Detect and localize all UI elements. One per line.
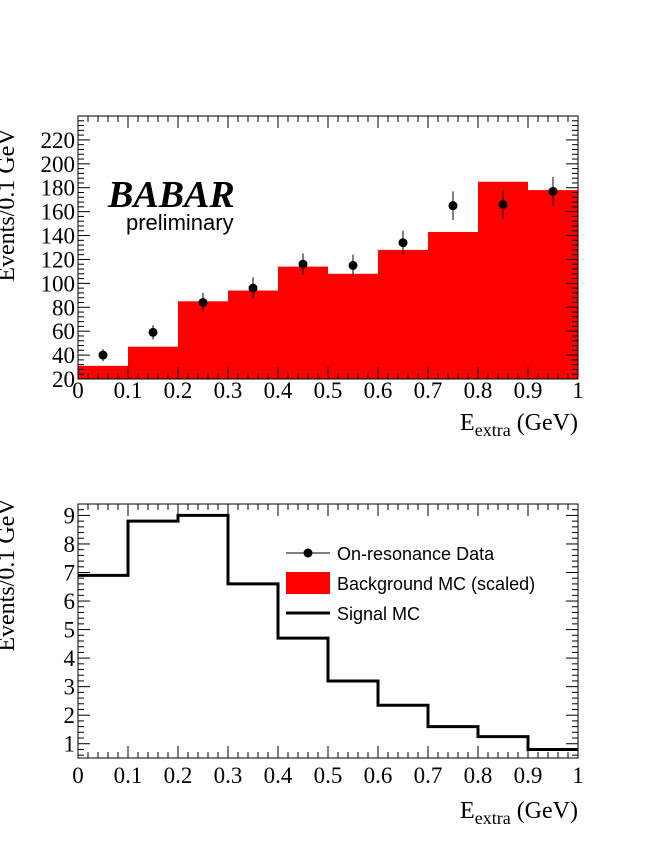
x-tick-label: 0.7 — [414, 763, 443, 788]
data-point — [498, 190, 508, 219]
y-tick-label: 2 — [64, 703, 76, 728]
y-tick-label: 120 — [41, 247, 76, 272]
background-mc-bar — [378, 249, 428, 379]
x-tick-label: 0 — [72, 763, 84, 788]
x-tick-label: 0.6 — [364, 763, 393, 788]
y-tick-label: 180 — [41, 176, 76, 201]
data-point — [348, 254, 358, 277]
legend-label: Background MC (scaled) — [337, 574, 535, 594]
bottom-y-axis-title: Events/0.1 GeV — [0, 498, 20, 652]
top-y-axis-title: Events/0.1 GeV — [0, 128, 20, 282]
background-mc-bar — [78, 365, 128, 379]
data-point — [298, 253, 308, 275]
x-tick-label: 0.6 — [364, 378, 393, 403]
x-tick-label: 0.5 — [314, 763, 343, 788]
y-tick-label: 5 — [64, 618, 76, 643]
x-tick-label: 0.9 — [514, 378, 543, 403]
background-mc-bar — [278, 266, 328, 379]
x-tick-label: 0.3 — [214, 763, 243, 788]
signal-mc-line — [78, 513, 578, 751]
y-tick-label: 8 — [64, 532, 76, 557]
y-tick-label: 140 — [41, 224, 76, 249]
x-tick-label: 0.2 — [164, 378, 193, 403]
background-mc-bar — [428, 231, 478, 379]
x-tick-label: 0.4 — [264, 763, 293, 788]
data-point — [548, 176, 558, 206]
x-tick-label: 0.3 — [214, 378, 243, 403]
legend-entry: Signal MC — [286, 604, 420, 624]
y-tick-label: 100 — [41, 271, 76, 296]
bottom-panel: 0 0.1 0.2 0.3 0.4 0.5 0.6 0.7 0.8 0.9 1 1 2 3 4 5 6 7 8 9 E… — [0, 498, 584, 828]
top-panel: 0 0.1 0.2 0.3 0.4 0.5 0.6 0.7 0.8 0.9 120406080100… — [0, 115, 584, 440]
y-tick-label: 20 — [52, 367, 75, 392]
background-mc-bar — [128, 346, 178, 379]
background-mc-bar — [228, 290, 278, 379]
y-tick-label: 7 — [64, 560, 76, 585]
y-tick-label: 4 — [64, 646, 76, 671]
data-point — [398, 230, 408, 255]
x-tick-label: 0.8 — [464, 763, 493, 788]
x-tick-label: 0.8 — [464, 378, 493, 403]
background-mc-bar — [528, 190, 578, 379]
x-tick-label: 0.5 — [314, 378, 343, 403]
babar-logo: BABAR — [107, 174, 235, 216]
preliminary-label: preliminary — [126, 210, 234, 235]
background-mc-bar — [328, 273, 378, 379]
y-tick-label: 6 — [64, 589, 76, 614]
x-tick-label: 0.9 — [514, 763, 543, 788]
legend-label: On-resonance Data — [337, 544, 495, 564]
background-mc-bar — [178, 301, 228, 379]
y-tick-label: 60 — [52, 319, 75, 344]
bottom-x-axis-title: Eextra (GeV) — [460, 798, 578, 828]
legend-entry: On-resonance Data — [286, 544, 495, 564]
y-tick-label: 3 — [64, 675, 76, 700]
x-tick-label: 0.1 — [114, 763, 143, 788]
x-tick-label: 1 — [572, 763, 584, 788]
y-tick-label: 9 — [64, 503, 76, 528]
x-tick-label: 0.1 — [114, 378, 143, 403]
x-tick-label: 0 — [72, 378, 84, 403]
x-tick-label: 0.2 — [164, 763, 193, 788]
bottom-plot-frame — [77, 503, 579, 759]
data-point — [198, 292, 208, 313]
data-point — [248, 277, 258, 299]
top-x-axis-title: Eextra (GeV) — [460, 410, 578, 440]
x-tick-label: 1 — [572, 378, 584, 403]
legend-entry: Background MC (scaled) — [286, 572, 535, 594]
y-tick-label: 220 — [41, 128, 76, 153]
data-point — [148, 325, 158, 340]
data-point — [448, 191, 458, 221]
y-tick-label: 160 — [41, 200, 76, 225]
x-tick-label: 0.4 — [264, 378, 293, 403]
x-tick-label: 0.7 — [414, 378, 443, 403]
legend: On-resonance Data Background MC (scaled) S… — [286, 544, 535, 624]
data-point — [98, 349, 108, 362]
y-tick-label: 200 — [41, 152, 76, 177]
y-tick-label: 80 — [52, 295, 75, 320]
legend-label: Signal MC — [337, 604, 420, 624]
y-tick-label: 1 — [64, 732, 76, 757]
y-tick-label: 40 — [52, 343, 75, 368]
